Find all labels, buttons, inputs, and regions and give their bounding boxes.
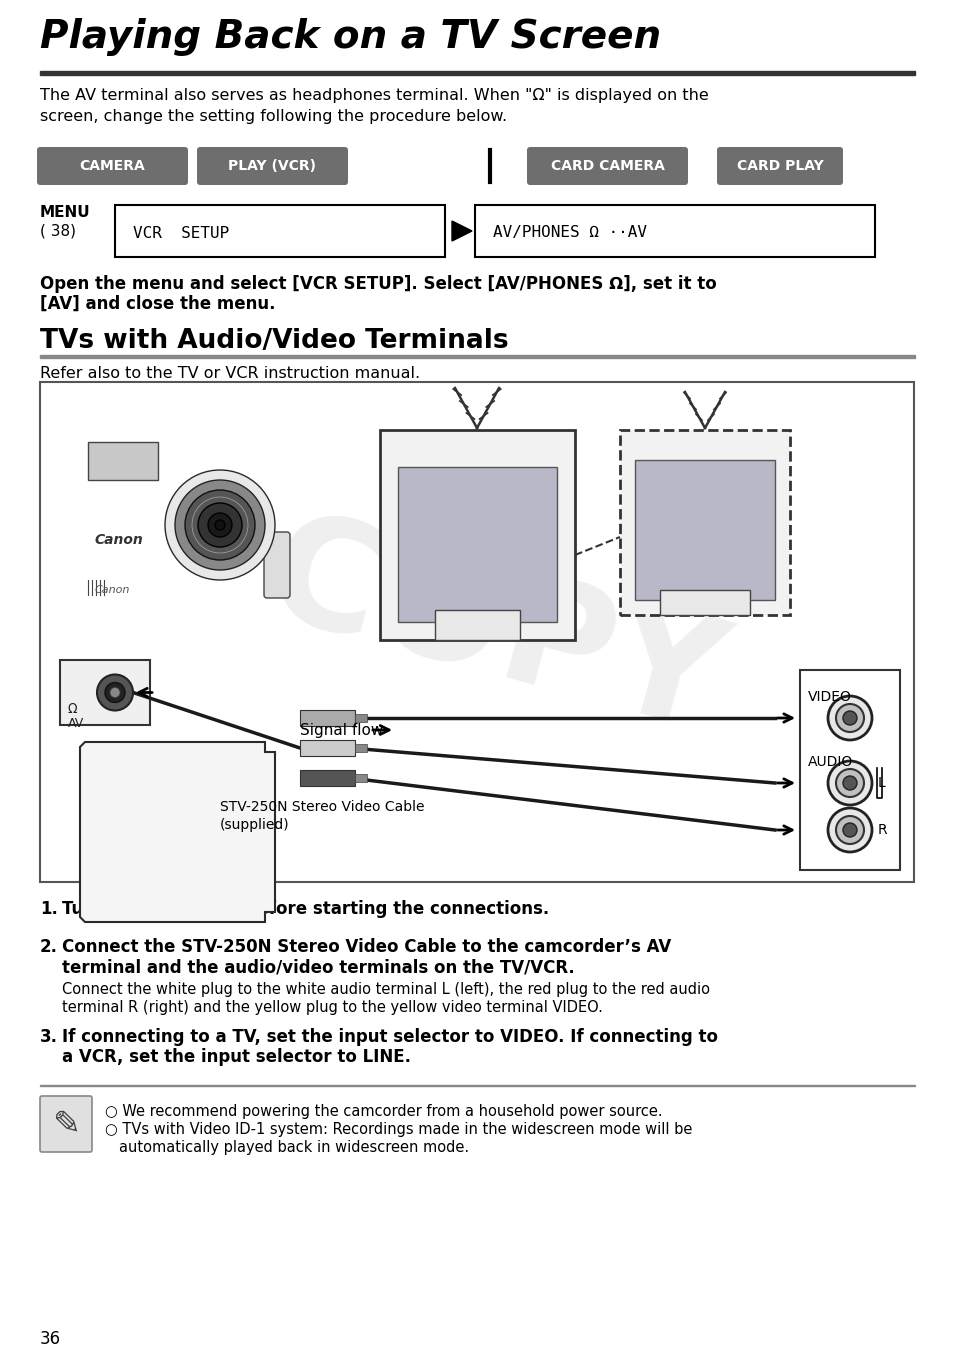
Text: Canon: Canon <box>95 585 131 594</box>
Text: CAMERA: CAMERA <box>79 159 145 172</box>
Text: Playing Back on a TV Screen: Playing Back on a TV Screen <box>40 18 660 56</box>
Bar <box>40 1084 914 1086</box>
Text: STV-250N Stereo Video Cable: STV-250N Stereo Video Cable <box>220 801 424 814</box>
Text: (supplied): (supplied) <box>220 818 290 832</box>
Text: [AV] and close the menu.: [AV] and close the menu. <box>40 294 275 313</box>
Text: ✎: ✎ <box>52 1107 80 1140</box>
Text: a VCR, set the input selector to LINE.: a VCR, set the input selector to LINE. <box>62 1048 411 1067</box>
Text: 36: 36 <box>40 1330 61 1348</box>
FancyBboxPatch shape <box>526 147 687 185</box>
Bar <box>397 467 557 622</box>
Text: Turn off all devices before starting the connections.: Turn off all devices before starting the… <box>62 900 549 917</box>
Bar <box>659 590 749 615</box>
Text: terminal and the audio/video terminals on the TV/VCR.: terminal and the audio/video terminals o… <box>62 958 574 976</box>
Text: Canon: Canon <box>95 533 144 547</box>
Circle shape <box>827 807 871 852</box>
Text: If connecting to a TV, set the input selector to VIDEO. If connecting to: If connecting to a TV, set the input sel… <box>62 1029 718 1046</box>
Text: VCR  SETUP: VCR SETUP <box>132 225 229 240</box>
Text: The AV terminal also serves as headphones terminal. When "Ω" is displayed on the: The AV terminal also serves as headphone… <box>40 88 708 123</box>
Text: AUDIO: AUDIO <box>807 754 852 769</box>
Text: Connect the white plug to the white audio terminal L (left), the red plug to the: Connect the white plug to the white audi… <box>62 982 709 997</box>
Bar <box>299 740 355 756</box>
Circle shape <box>835 704 863 731</box>
Bar <box>355 714 367 722</box>
Circle shape <box>842 822 856 837</box>
Bar <box>635 460 774 600</box>
FancyBboxPatch shape <box>717 147 842 185</box>
Circle shape <box>174 480 265 570</box>
Text: CARD CAMERA: CARD CAMERA <box>550 159 663 172</box>
Text: automatically played back in widescreen mode.: automatically played back in widescreen … <box>119 1140 469 1155</box>
Text: TVs with Audio/Video Terminals: TVs with Audio/Video Terminals <box>40 328 508 354</box>
Circle shape <box>827 761 871 805</box>
Text: L: L <box>877 776 884 790</box>
Bar <box>299 710 355 726</box>
Text: Connect the STV-250N Stereo Video Cable to the camcorder’s AV: Connect the STV-250N Stereo Video Cable … <box>62 938 671 955</box>
Text: Ω: Ω <box>68 703 77 716</box>
Text: ( 38): ( 38) <box>40 223 76 237</box>
Text: 3.: 3. <box>40 1029 58 1046</box>
Text: CARD PLAY: CARD PLAY <box>736 159 822 172</box>
Circle shape <box>110 688 120 697</box>
Circle shape <box>835 816 863 844</box>
Circle shape <box>835 769 863 797</box>
Bar <box>475 205 874 256</box>
Bar <box>40 383 913 882</box>
Circle shape <box>165 470 274 579</box>
Circle shape <box>208 513 232 537</box>
Text: Signal flow: Signal flow <box>299 722 383 737</box>
Bar <box>40 356 914 358</box>
Text: 2.: 2. <box>40 938 58 955</box>
Circle shape <box>842 776 856 790</box>
Text: AV: AV <box>68 716 84 730</box>
Bar <box>299 769 355 786</box>
Circle shape <box>214 520 225 531</box>
Text: Open the menu and select [VCR SETUP]. Select [AV/PHONES Ω], set it to: Open the menu and select [VCR SETUP]. Se… <box>40 275 716 293</box>
Text: AV/PHONES Ω ··AV: AV/PHONES Ω ··AV <box>493 225 646 240</box>
Circle shape <box>827 696 871 740</box>
Bar <box>435 611 519 641</box>
Circle shape <box>198 503 242 547</box>
FancyBboxPatch shape <box>196 147 348 185</box>
Bar <box>355 744 367 752</box>
Text: MENU: MENU <box>40 205 91 220</box>
Text: ○ TVs with Video ID-1 system: Recordings made in the widescreen mode will be: ○ TVs with Video ID-1 system: Recordings… <box>105 1122 692 1137</box>
Circle shape <box>842 711 856 725</box>
Polygon shape <box>452 221 472 242</box>
Text: R: R <box>877 822 886 837</box>
Bar <box>800 670 899 870</box>
Polygon shape <box>80 742 274 921</box>
FancyBboxPatch shape <box>37 147 188 185</box>
Circle shape <box>185 490 254 560</box>
Bar <box>40 71 914 75</box>
Text: 1.: 1. <box>40 900 58 917</box>
FancyBboxPatch shape <box>40 1096 91 1152</box>
Bar <box>619 430 789 615</box>
Bar <box>355 773 367 782</box>
Circle shape <box>97 674 132 711</box>
Text: PLAY (VCR): PLAY (VCR) <box>229 159 316 172</box>
Text: VIDEO: VIDEO <box>807 689 851 704</box>
Text: terminal R (right) and the yellow plug to the yellow video terminal VIDEO.: terminal R (right) and the yellow plug t… <box>62 1000 602 1015</box>
Bar <box>88 442 158 480</box>
Bar <box>115 205 444 256</box>
Text: Refer also to the TV or VCR instruction manual.: Refer also to the TV or VCR instruction … <box>40 366 419 381</box>
Text: ○ We recommend powering the camcorder from a household power source.: ○ We recommend powering the camcorder fr… <box>105 1105 662 1120</box>
Bar <box>379 430 575 641</box>
FancyBboxPatch shape <box>264 532 290 598</box>
Circle shape <box>105 683 125 703</box>
Bar <box>60 660 150 725</box>
Text: COPY: COPY <box>251 499 738 764</box>
